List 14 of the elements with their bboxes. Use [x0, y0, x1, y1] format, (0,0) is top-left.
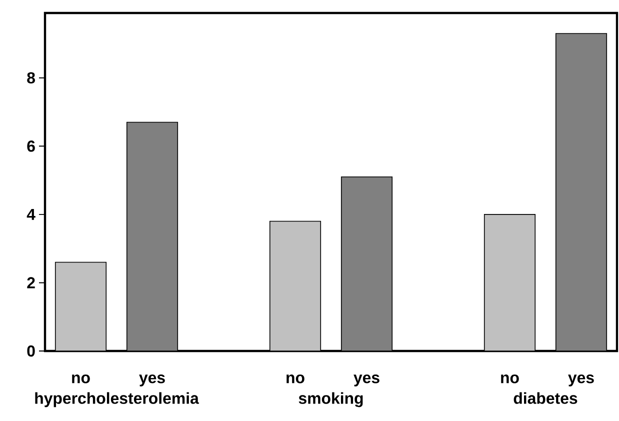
y-tick-label: 0: [27, 345, 35, 357]
y-tick-label: 2: [27, 277, 35, 288]
x-tick-label: yes: [354, 374, 380, 386]
x-tick-label: no: [501, 374, 519, 384]
x-tick-label: no: [286, 374, 304, 384]
y-tick-label: 6: [27, 140, 35, 152]
x-tick-label: no: [72, 374, 90, 384]
y-tick-label: 4: [26, 208, 36, 220]
text: diabetes: [514, 392, 578, 404]
text: smoking: [298, 392, 363, 408]
text: hypercholesterolemia: [35, 392, 199, 408]
x-tick-label: yes: [139, 374, 165, 386]
x-tick-label: yes: [568, 374, 594, 386]
y-tick-label: 8: [27, 72, 35, 84]
